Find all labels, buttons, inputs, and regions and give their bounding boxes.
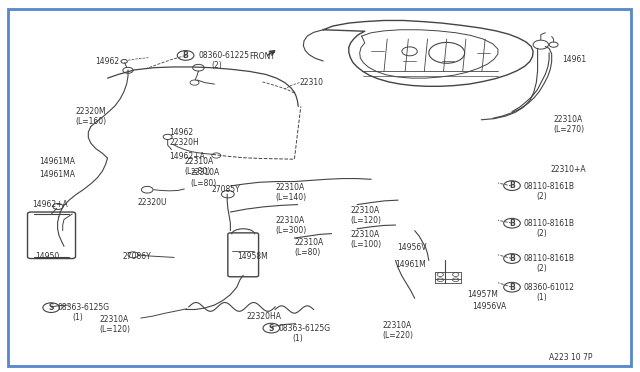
Text: (2): (2) bbox=[536, 264, 547, 273]
Text: 14962+A: 14962+A bbox=[170, 152, 205, 161]
Text: 22320U: 22320U bbox=[138, 198, 167, 207]
Text: B: B bbox=[509, 254, 515, 263]
Text: (L=270): (L=270) bbox=[554, 125, 585, 134]
Text: 22310A: 22310A bbox=[351, 230, 380, 239]
Text: (L=120): (L=120) bbox=[100, 326, 131, 334]
Text: (2): (2) bbox=[536, 229, 547, 238]
Text: 08360-61225: 08360-61225 bbox=[198, 51, 250, 60]
Text: 14956VA: 14956VA bbox=[472, 302, 507, 311]
Text: 14961MA: 14961MA bbox=[40, 157, 76, 166]
Text: (1): (1) bbox=[72, 313, 83, 322]
Text: 14956V: 14956V bbox=[397, 243, 426, 252]
Text: 14957M: 14957M bbox=[467, 290, 498, 299]
Text: 14950: 14950 bbox=[35, 252, 60, 261]
Text: 22310A: 22310A bbox=[383, 321, 412, 330]
Text: 22310A: 22310A bbox=[184, 157, 214, 166]
Text: 08360-61012: 08360-61012 bbox=[524, 283, 575, 292]
Text: (1): (1) bbox=[536, 293, 547, 302]
Text: (L=300): (L=300) bbox=[275, 226, 307, 235]
Text: 08363-6125G: 08363-6125G bbox=[278, 324, 330, 333]
Text: 27086Y: 27086Y bbox=[123, 252, 152, 261]
Text: 22310A: 22310A bbox=[554, 115, 583, 124]
Text: (1): (1) bbox=[292, 334, 303, 343]
Text: (L=80): (L=80) bbox=[184, 167, 211, 176]
Text: A223 10 7P: A223 10 7P bbox=[549, 353, 593, 362]
Text: 14961MA: 14961MA bbox=[40, 170, 76, 179]
Text: (L=140): (L=140) bbox=[275, 193, 307, 202]
Text: 14961: 14961 bbox=[562, 55, 586, 64]
Text: (2): (2) bbox=[211, 61, 222, 70]
Text: S: S bbox=[49, 303, 54, 312]
Text: 22310A: 22310A bbox=[191, 169, 220, 177]
Text: 22310A: 22310A bbox=[351, 206, 380, 215]
Text: (L=160): (L=160) bbox=[76, 117, 107, 126]
Text: 22320H: 22320H bbox=[170, 138, 199, 147]
Text: 14962: 14962 bbox=[170, 128, 194, 137]
Text: 14962: 14962 bbox=[95, 57, 119, 66]
Text: 14962+A: 14962+A bbox=[32, 200, 68, 209]
Text: 22310+A: 22310+A bbox=[550, 165, 586, 174]
Text: 08110-8161B: 08110-8161B bbox=[524, 254, 575, 263]
Text: (L=220): (L=220) bbox=[383, 331, 413, 340]
Text: (2): (2) bbox=[536, 192, 547, 201]
Text: FRONT: FRONT bbox=[250, 52, 276, 61]
Text: 22320HA: 22320HA bbox=[246, 312, 282, 321]
Text: B: B bbox=[183, 51, 188, 60]
Text: 22320M: 22320M bbox=[76, 107, 106, 116]
Text: B: B bbox=[509, 181, 515, 190]
Text: 08110-8161B: 08110-8161B bbox=[524, 219, 575, 228]
Text: 22310A: 22310A bbox=[275, 216, 305, 225]
Text: B: B bbox=[509, 219, 515, 228]
Text: 27085Y: 27085Y bbox=[211, 185, 240, 194]
Text: 14961M: 14961M bbox=[396, 260, 426, 269]
Text: (L=100): (L=100) bbox=[351, 240, 382, 249]
Text: 22310A: 22310A bbox=[275, 183, 305, 192]
Text: (L=80): (L=80) bbox=[191, 179, 217, 187]
Text: 22310A: 22310A bbox=[294, 238, 324, 247]
Text: S: S bbox=[269, 324, 274, 333]
Text: 14958M: 14958M bbox=[237, 252, 268, 261]
Text: 08110-8161B: 08110-8161B bbox=[524, 182, 575, 190]
Text: 22310A: 22310A bbox=[100, 315, 129, 324]
Text: (L=80): (L=80) bbox=[294, 248, 321, 257]
Text: 08363-6125G: 08363-6125G bbox=[58, 303, 109, 312]
Text: B: B bbox=[509, 283, 515, 292]
Text: 22310: 22310 bbox=[300, 78, 324, 87]
Text: (L=120): (L=120) bbox=[351, 216, 381, 225]
